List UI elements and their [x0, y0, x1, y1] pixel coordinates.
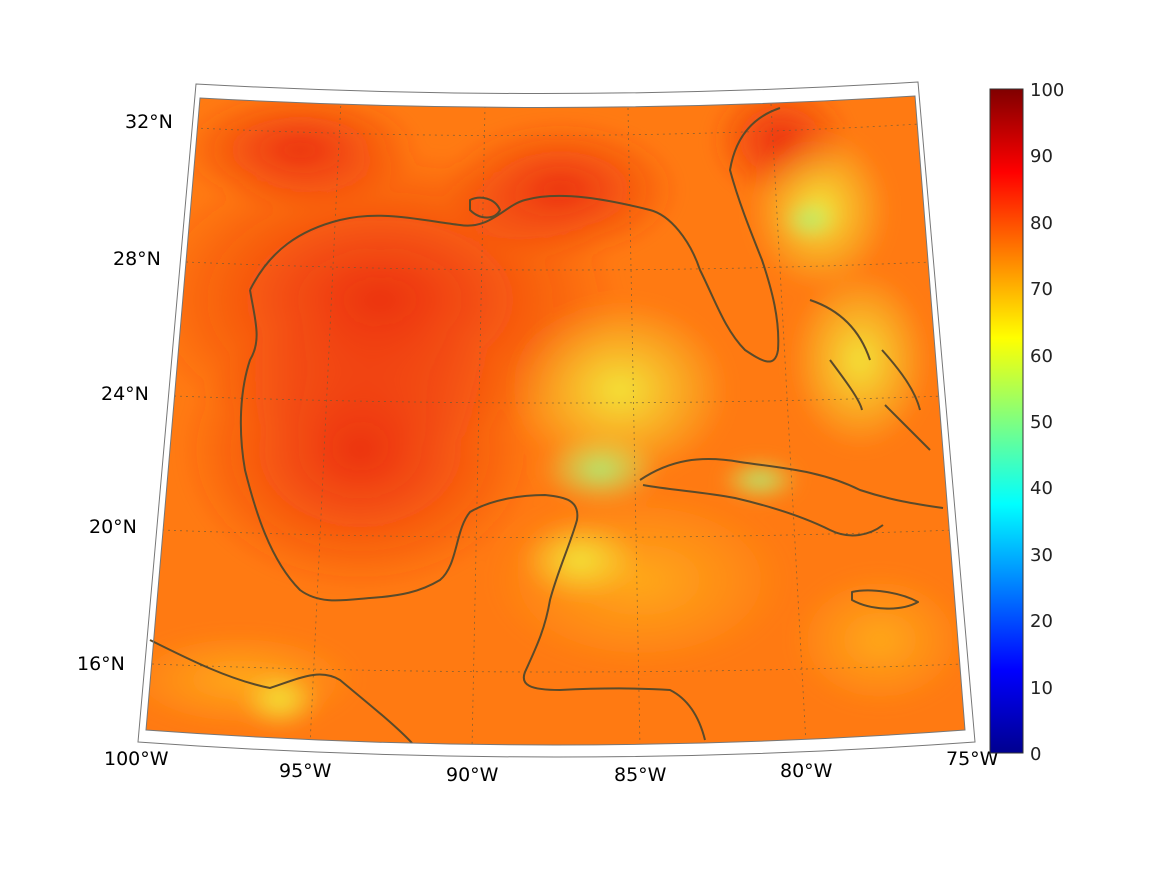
- colorbar-tick-70: 70: [1030, 279, 1053, 300]
- colorbar-tick-60: 60: [1030, 346, 1053, 367]
- colorbar-tick-30: 30: [1030, 545, 1053, 566]
- lon-label-75: 75°W: [946, 748, 999, 770]
- latitude-labels: 32°N 28°N 24°N 20°N 16°N: [77, 111, 173, 675]
- colorbar-gradient: [989, 88, 1024, 754]
- colorbar-labels: 100 90 80 70 60 50 40 30 20 10 0: [1030, 80, 1064, 765]
- colorbar-tick-100: 100: [1030, 80, 1064, 101]
- colorbar-tick-0: 0: [1030, 744, 1041, 765]
- longitude-labels: 100°W 95°W 90°W 85°W 80°W 75°W: [104, 748, 999, 786]
- colorbar-tick-40: 40: [1030, 478, 1053, 499]
- map-frame: [137, 81, 976, 758]
- colorbar-tick-50: 50: [1030, 412, 1053, 433]
- colorbar-tick-80: 80: [1030, 213, 1053, 234]
- lat-label-16: 16°N: [77, 653, 125, 675]
- lat-label-32: 32°N: [125, 111, 173, 133]
- lon-label-80: 80°W: [780, 760, 833, 782]
- lat-label-20: 20°N: [89, 516, 137, 538]
- lat-label-28: 28°N: [113, 248, 161, 270]
- lon-label-100: 100°W: [104, 748, 169, 770]
- colorbar-tick-10: 10: [1030, 678, 1053, 699]
- colorbar-tick-90: 90: [1030, 146, 1053, 167]
- coastlines: [149, 107, 944, 744]
- lat-label-24: 24°N: [101, 383, 149, 405]
- lon-label-85: 85°W: [614, 764, 667, 786]
- colorbar-tick-20: 20: [1030, 611, 1053, 632]
- data-field: [146, 96, 965, 745]
- lon-label-95: 95°W: [279, 760, 332, 782]
- lon-label-90: 90°W: [446, 764, 499, 786]
- colorbar: 100 90 80 70 60 50 40 30 20 10 0: [989, 80, 1064, 765]
